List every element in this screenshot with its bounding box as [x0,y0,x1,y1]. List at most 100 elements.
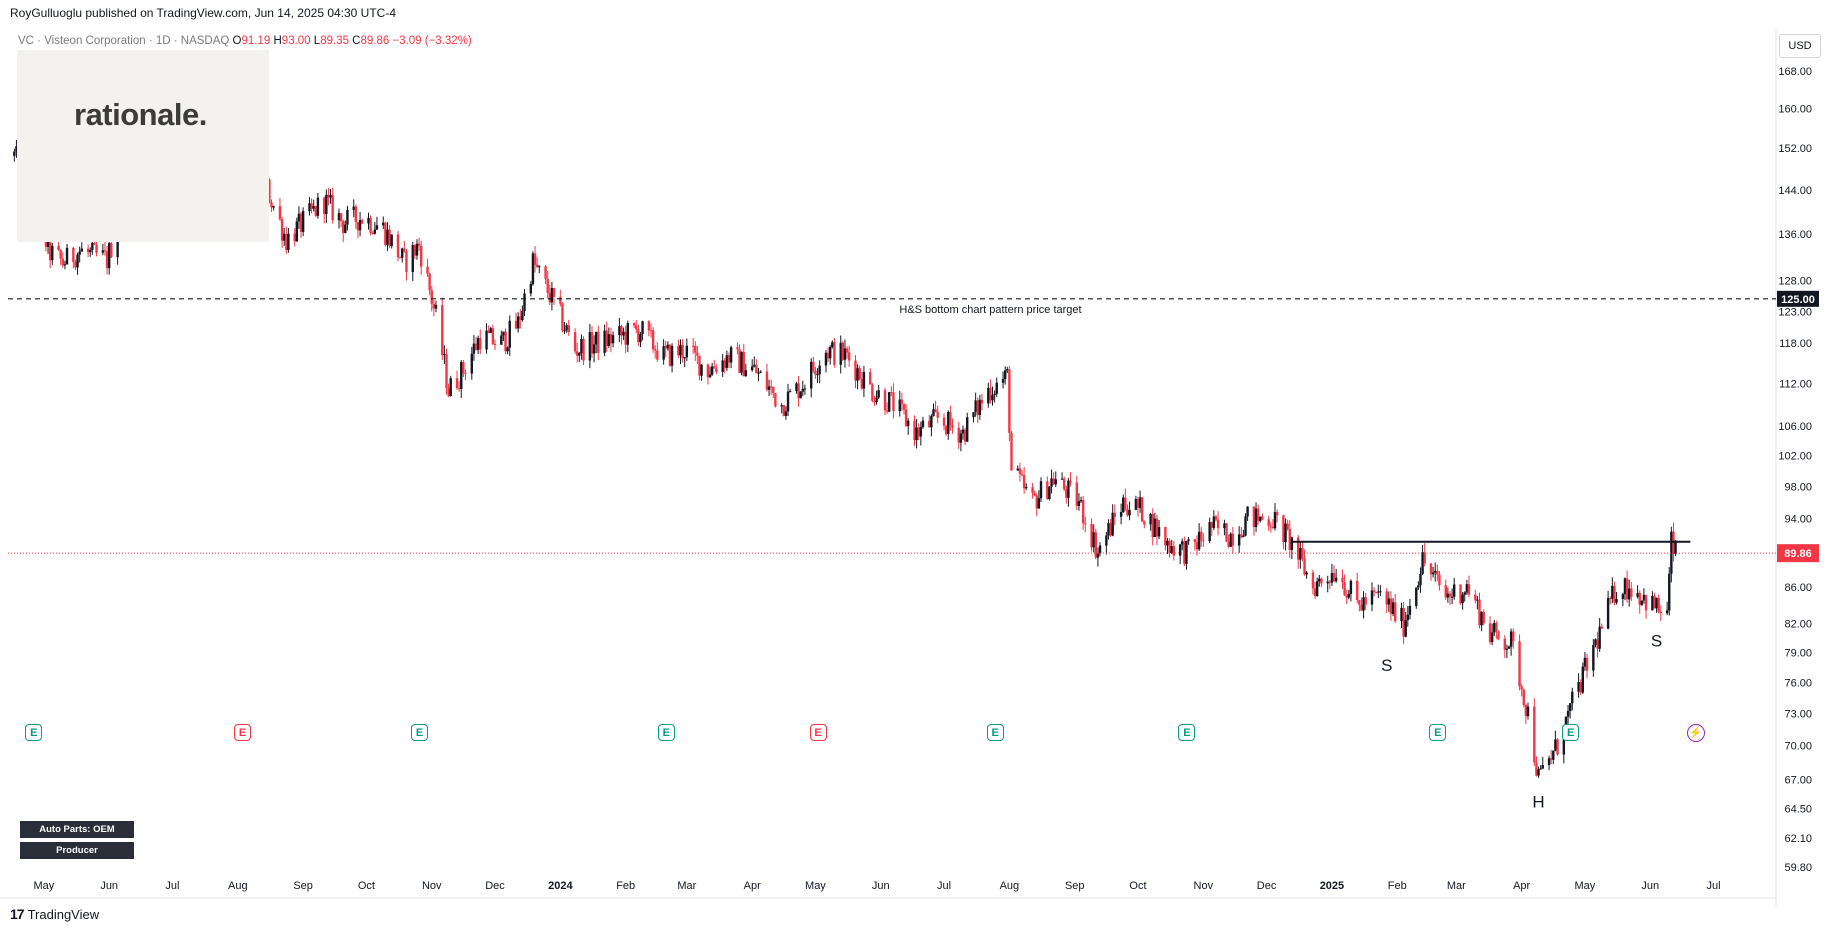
earnings-icon[interactable]: E [234,724,251,741]
candle-body [765,371,769,390]
earnings-icon[interactable]: E [986,724,1004,741]
candle-body [1048,486,1051,500]
candle-body [824,352,828,366]
sector-tag-sector[interactable]: Producer Manufacturing [20,842,134,873]
upcoming-event-icon[interactable]: ⚡ [1686,724,1705,742]
candle-body [1465,584,1469,593]
time-tick-label: Apr [1513,880,1530,892]
candle-body [995,382,998,394]
candle-body [797,383,800,399]
candle-body [603,330,606,353]
candle-body [1461,594,1464,604]
candle-body [504,331,507,352]
earnings-icon[interactable]: E [809,724,827,741]
earnings-icon[interactable]: E [1429,724,1447,741]
candle-body [386,229,389,245]
candle-body [420,245,423,267]
earnings-icon[interactable]: E [657,724,675,741]
candle-body [679,344,682,356]
candle-body [1478,599,1481,626]
candle-body [1375,591,1378,593]
candle-body [352,206,355,210]
candle-body [801,388,804,392]
candle-body [877,390,880,398]
candle-body [656,350,659,360]
candle-body [1010,432,1013,471]
candle-body [1290,537,1294,550]
candle-body [80,248,83,252]
candle-body [1183,541,1186,564]
candle-body [1421,552,1424,574]
candle-body [576,351,579,356]
candle-body [63,264,67,266]
candle-body [742,351,745,377]
earnings-icon[interactable]: E [411,724,429,741]
candle-body [847,352,851,361]
price-tick-label: 168.00 [1778,66,1812,78]
price-tick-label: 73.00 [1784,708,1812,720]
candle-body [1054,479,1057,485]
candle-body [1136,499,1140,508]
candle-body [474,343,478,350]
candle-body [915,427,918,441]
candle-body [959,433,963,443]
candle-body [546,278,549,293]
chart-area[interactable]: 168.00 160.00 152.00 144.00 136.00 128.00 123.… [0,28,1835,908]
candle-body [831,342,834,347]
candle-body [405,251,408,273]
candle-body [1592,645,1595,671]
tradingview-brand[interactable]: 17 TradingView [10,906,99,922]
candle-body [356,222,360,231]
candle-body [729,347,733,363]
candle-body [341,221,345,233]
candle-body [1404,619,1407,637]
candle-body [668,344,672,366]
candlestick-chart[interactable]: 168.00 160.00 152.00 144.00 136.00 128.00 123.… [0,28,1835,908]
currency-button[interactable]: USD [1779,34,1821,58]
candle-body [605,330,608,346]
candle-body [51,245,54,261]
candle-body [1105,535,1108,546]
earnings-icon[interactable]: E [1562,724,1580,741]
candle-body [316,197,320,216]
earnings-icon[interactable]: E [1178,724,1196,741]
candle-body [1503,638,1507,650]
time-tick-label: Oct [1129,880,1146,892]
candle-body [1214,516,1218,520]
candle-body [774,393,777,407]
candle-body [1107,522,1110,536]
candle-body [736,347,739,350]
symbol-name: VC · Visteon Corporation · 1D · NASDAQ [18,35,230,47]
candle-body [1659,611,1663,614]
candle-body [1259,516,1262,521]
candle-body [1035,495,1038,509]
candle-body [325,194,328,215]
sector-tag-industry[interactable]: Auto Parts: OEM [20,821,134,838]
candle-body [1406,614,1410,620]
candle-body [1364,597,1367,605]
candle-body [1244,516,1247,536]
candle-body [485,330,488,350]
candle-body [921,420,925,428]
candle-body [1330,572,1334,583]
earnings-icon[interactable]: E [25,724,43,741]
candle-body [544,266,547,279]
candle-body [1402,607,1405,637]
candle-body [57,245,60,251]
candle-body [816,374,819,376]
candle-body [759,371,762,373]
candle-body [1670,531,1673,574]
candle-body [535,264,539,268]
candle-body [1149,514,1152,525]
low-label: L [313,35,321,47]
candle-body [1520,686,1523,690]
candle-body [455,378,459,389]
candle-body [753,364,756,367]
candle-body [757,372,760,374]
candle-body [1490,632,1494,643]
candle-body [828,346,832,359]
candle-body [1008,369,1011,433]
candle-body [1003,370,1007,380]
candle-body [443,354,446,356]
candle-body [93,242,96,245]
